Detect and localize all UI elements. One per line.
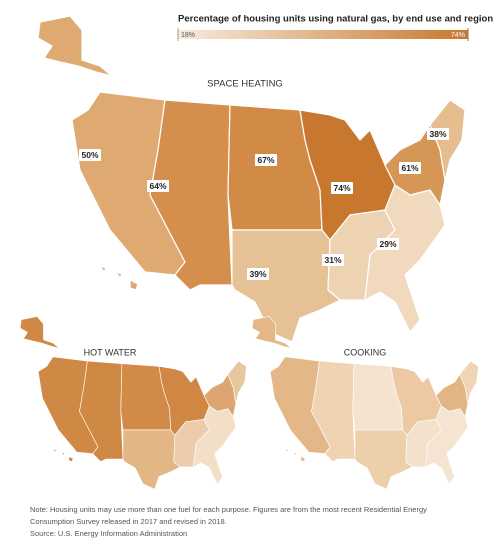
label-box xyxy=(255,154,277,166)
region xyxy=(231,229,341,343)
hawaii xyxy=(99,265,107,273)
hawaii xyxy=(284,448,289,453)
region-label: 29% xyxy=(379,239,396,249)
hawaii xyxy=(61,451,65,456)
legend-max: 74% xyxy=(451,32,465,39)
note: Note: Housing units may use more than on… xyxy=(30,505,427,514)
legend-bar xyxy=(178,30,468,39)
alaska xyxy=(251,316,292,349)
map xyxy=(251,316,479,490)
label-box xyxy=(427,128,449,140)
map-title: SPACE HEATING xyxy=(207,79,283,90)
region xyxy=(122,429,181,490)
map xyxy=(19,316,247,490)
region xyxy=(459,360,479,404)
region-label: 61% xyxy=(401,163,418,173)
region-label: 74% xyxy=(333,183,350,193)
hawaii xyxy=(300,456,306,463)
maps: SPACE HEATING 50% 64% 67% 39% 74% 31% 29% 61% 38%… xyxy=(19,15,479,490)
region-label: 64% xyxy=(149,181,166,191)
region xyxy=(227,360,247,404)
label-box xyxy=(377,238,399,250)
map-title: COOKING xyxy=(344,347,387,357)
label-box xyxy=(247,268,269,280)
label-box xyxy=(147,180,169,192)
alaska xyxy=(37,15,113,77)
label-box xyxy=(331,182,353,194)
region-label: 31% xyxy=(324,255,341,265)
region-label: 50% xyxy=(81,150,98,160)
hawaii xyxy=(52,448,57,453)
hawaii xyxy=(115,271,123,279)
region-label: 39% xyxy=(249,269,266,279)
map: 50% 64% 67% 39% 74% 31% 29% 61% 38% xyxy=(37,15,466,343)
note: Consumption Survey released in 2017 and … xyxy=(30,517,227,526)
label-box xyxy=(322,254,344,266)
title: Percentage of housing units using natura… xyxy=(178,14,493,25)
region-label: 67% xyxy=(257,155,274,165)
label-box xyxy=(399,162,421,174)
hawaii xyxy=(293,451,297,456)
label-box xyxy=(79,149,101,161)
hawaii xyxy=(68,456,74,463)
alaska xyxy=(19,316,60,349)
region xyxy=(354,429,413,490)
legend-min: 18% xyxy=(181,32,195,39)
hawaii xyxy=(129,279,139,291)
map-title: HOT WATER xyxy=(84,347,137,357)
source: Source: U.S. Energy Information Administ… xyxy=(30,529,187,538)
region-label: 38% xyxy=(429,129,446,139)
